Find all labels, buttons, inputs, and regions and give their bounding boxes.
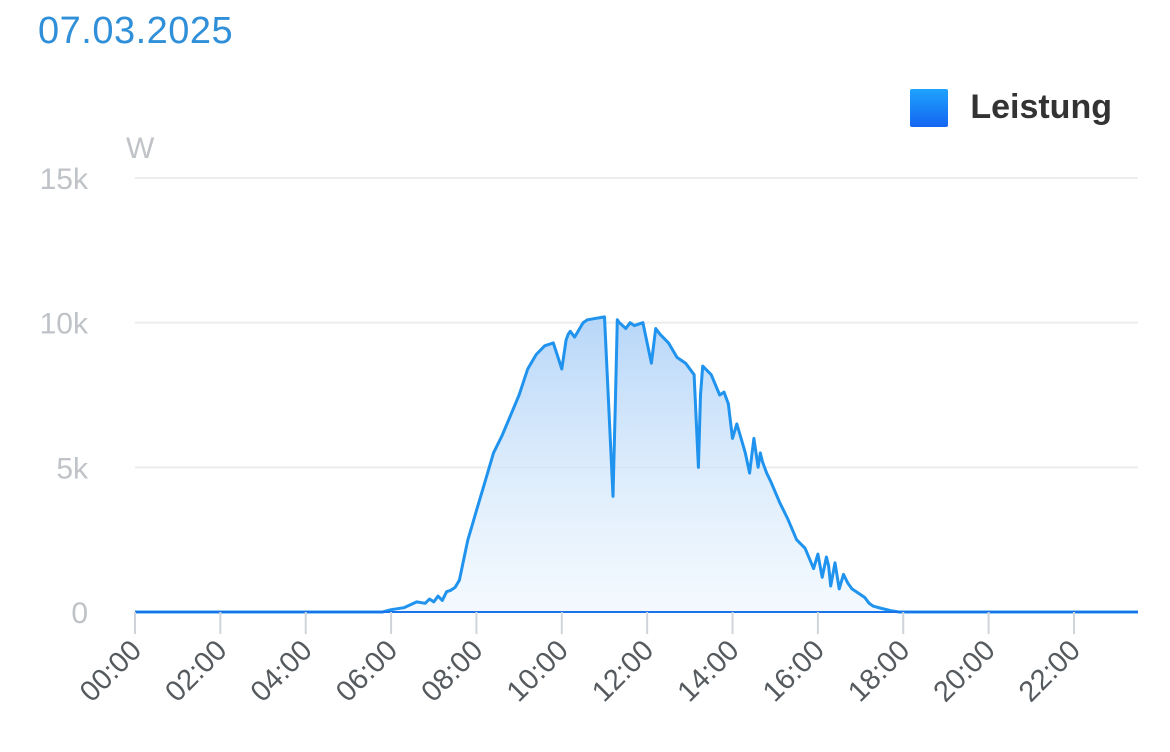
- series-line-leistung[interactable]: [135, 315, 1138, 614]
- x-tick-label: 20:00: [928, 634, 1002, 708]
- x-tick-label: 18:00: [842, 634, 916, 708]
- y-tick-label: 0: [71, 597, 88, 630]
- x-tick-label: 06:00: [330, 634, 404, 708]
- y-tick-label: 15k: [40, 163, 89, 196]
- x-axis-ticks: 00:00 02:00 04:00 06:00 08:00 10:00 12:00 14:00…: [74, 634, 1087, 708]
- x-tick-label: 10:00: [501, 634, 575, 708]
- chart-axis: [134, 611, 1138, 634]
- legend-swatch-leistung: [910, 88, 949, 127]
- x-tick-label: 14:00: [672, 634, 746, 708]
- y-tick-label: 10k: [40, 308, 89, 341]
- x-tick-label: 22:00: [1013, 634, 1087, 708]
- series-area-leistung: [135, 316, 1138, 612]
- chart-legend[interactable]: Leistung: [910, 88, 1112, 127]
- y-tick-label: 5k: [56, 452, 89, 485]
- chart-area-layer: [135, 315, 1138, 614]
- x-tick-label: 02:00: [159, 634, 233, 708]
- x-tick-label: 16:00: [757, 634, 831, 708]
- y-axis-ticks: 0 5k 10k 15k: [40, 163, 89, 630]
- x-tick-label: 12:00: [586, 634, 660, 708]
- legend-label-leistung: Leistung: [970, 88, 1112, 126]
- x-tick-label: 00:00: [74, 634, 148, 708]
- x-tick-label: 08:00: [415, 634, 489, 708]
- y-axis-unit-label: W: [126, 132, 155, 165]
- x-tick-label: 04:00: [245, 634, 319, 708]
- chart-date-title: 07.03.2025: [38, 10, 234, 52]
